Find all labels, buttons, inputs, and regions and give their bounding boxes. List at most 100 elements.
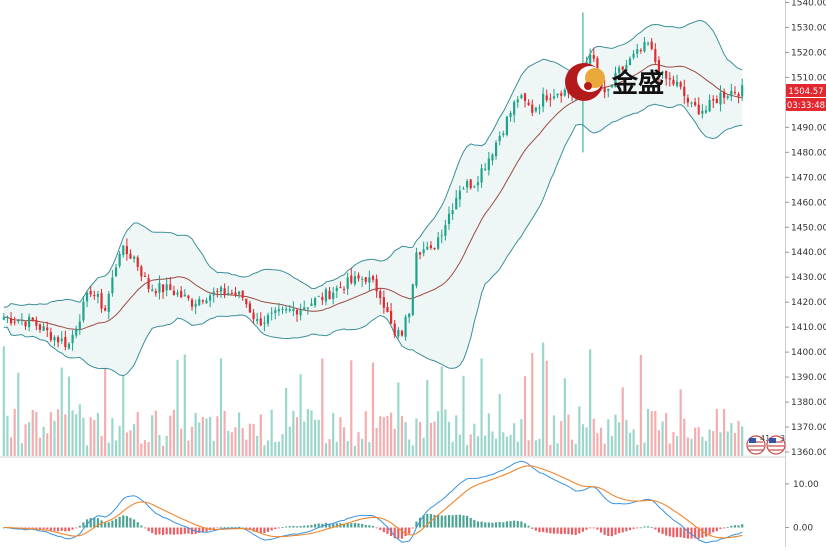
candle-body — [531, 104, 534, 113]
price-tick-label: 1440.00 — [791, 248, 826, 258]
candle-body — [324, 289, 328, 302]
macd-histogram-bar — [513, 520, 516, 528]
candle-body — [701, 110, 704, 114]
macd-histogram-bar — [364, 524, 367, 528]
volume-bar — [712, 431, 715, 456]
volume-bar — [484, 435, 487, 456]
event-badge-count: 3 — [780, 434, 785, 443]
volume-bar — [708, 429, 711, 456]
volume-bar — [509, 434, 512, 456]
price-tick-label: 1420.00 — [791, 298, 826, 308]
candle-body — [487, 158, 490, 171]
macd-histogram-bar — [520, 521, 523, 528]
candle-body — [379, 291, 382, 299]
candle-body — [314, 298, 317, 306]
candle-body — [2, 317, 5, 320]
volume-bar — [480, 358, 483, 456]
event-badge-1[interactable]: 41 — [746, 434, 770, 455]
macd-histogram-bar — [426, 513, 429, 528]
candle-body — [480, 168, 483, 183]
macd-histogram-bar — [125, 516, 128, 528]
volume-bar — [306, 409, 309, 456]
volume-bar — [361, 438, 364, 456]
volume-bar — [169, 415, 172, 456]
volume-bar — [107, 442, 110, 456]
candle-body — [726, 96, 729, 98]
macd-histogram-bar — [404, 527, 407, 537]
macd-histogram-bar — [596, 527, 599, 530]
macd-histogram-bar — [545, 527, 548, 533]
candle-body — [143, 275, 147, 277]
candle-body — [596, 58, 599, 76]
candle-body — [719, 92, 722, 105]
macd-histogram-bar — [556, 527, 559, 534]
candle-body — [527, 102, 530, 106]
volume-bar — [618, 422, 621, 456]
volume-bar — [523, 376, 527, 456]
macd-histogram-bar — [527, 525, 530, 528]
volume-bar — [270, 409, 273, 456]
volume-bar — [288, 426, 291, 456]
candle-body — [494, 142, 498, 157]
volume-bar — [542, 342, 545, 456]
macd-histogram-bar — [415, 521, 418, 528]
volume-bar — [741, 426, 744, 456]
volume-bar — [20, 443, 23, 456]
volume-bar — [614, 414, 617, 456]
price-tick-label: 1510.00 — [791, 73, 826, 83]
volume-bar — [516, 441, 519, 456]
macd-histogram-bar — [473, 519, 476, 528]
macd-histogram-bar — [154, 527, 157, 535]
volume-bar — [13, 408, 16, 456]
candle-body — [6, 317, 9, 319]
price-axis[interactable]: 1540.001530.001520.001510.001500.001490.… — [785, 0, 826, 458]
volume-bar — [219, 358, 223, 456]
candle-body — [241, 290, 244, 298]
macd-histogram-bar — [201, 527, 204, 533]
macd-histogram-bar — [581, 527, 585, 532]
macd-histogram-bar — [219, 526, 223, 528]
macd-histogram-bar — [646, 526, 650, 528]
candle-body — [371, 276, 375, 280]
macd-histogram-bar — [223, 526, 226, 528]
macd-histogram-bar — [234, 527, 237, 528]
volume-bar — [60, 367, 63, 456]
candle-body — [9, 318, 13, 324]
candle-body — [237, 291, 241, 295]
price-tick-label: 1400.00 — [791, 348, 826, 358]
volume-bar — [314, 419, 317, 456]
macd-histogram-bar — [476, 521, 480, 528]
volume-bar — [339, 417, 342, 456]
macd-axis[interactable]: 10.00 0.00 — [785, 480, 819, 534]
volume-bar — [534, 440, 537, 456]
macd-histogram-bar — [266, 527, 270, 532]
candle-body — [227, 292, 230, 295]
volume-bar — [476, 436, 480, 456]
macd-histogram-bar — [408, 527, 411, 534]
volume-bar — [9, 437, 13, 456]
candle-body — [165, 284, 168, 291]
volume-bar — [596, 433, 599, 456]
candle-body — [639, 50, 642, 52]
candle-body — [60, 338, 63, 341]
price-tick-label: 1490.00 — [791, 123, 826, 133]
volume-bar — [321, 358, 324, 456]
volume-bar — [295, 417, 299, 456]
macd-histogram-bar — [494, 522, 498, 528]
macd-histogram-bar — [502, 522, 505, 528]
candle-body — [310, 303, 313, 307]
volume-bar — [498, 393, 501, 456]
macd-histogram-bar — [741, 524, 744, 528]
event-badge-2[interactable]: 3 — [766, 434, 786, 455]
candle-body — [665, 70, 668, 79]
candle-body — [100, 293, 103, 309]
candle-body — [415, 252, 418, 286]
macd-histogram-bar — [661, 527, 664, 534]
volume-bar — [447, 421, 451, 456]
candle-body — [317, 295, 320, 297]
macd-histogram-bar — [455, 514, 458, 528]
volume-bar — [704, 441, 708, 456]
macd-histogram-bar — [531, 527, 534, 529]
